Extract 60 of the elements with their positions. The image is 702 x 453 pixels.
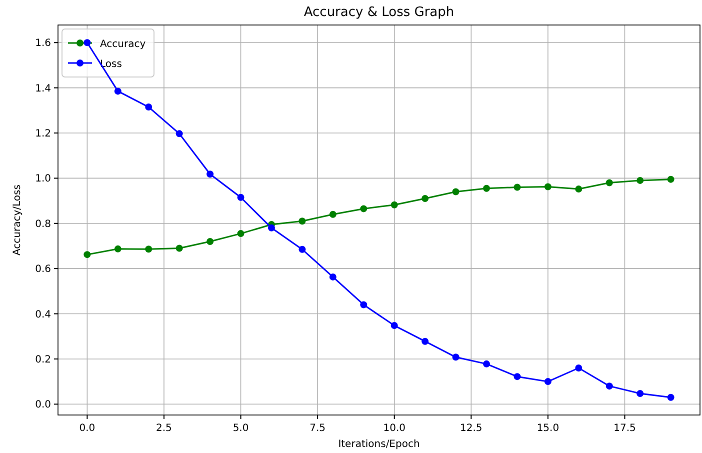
- point: [390, 322, 398, 330]
- chart-title: Accuracy & Loss Graph: [304, 5, 454, 20]
- y-tick-label: 0.0: [35, 400, 51, 411]
- x-tick-label: 2.5: [156, 423, 172, 434]
- x-tick-label: 17.5: [614, 423, 636, 434]
- y-axis-title: Accuracy/Loss: [12, 184, 23, 256]
- x-tick-label: 0.0: [79, 423, 96, 434]
- point: [298, 218, 306, 225]
- x-tick-label: 7.5: [310, 423, 326, 434]
- point: [360, 205, 368, 212]
- point: [206, 170, 214, 178]
- y-tick-label: 0.2: [35, 354, 51, 366]
- point: [390, 201, 398, 208]
- point: [667, 176, 674, 183]
- point: [514, 184, 521, 191]
- point: [422, 195, 429, 202]
- point: [483, 184, 490, 192]
- point: [298, 246, 306, 253]
- point: [606, 382, 613, 390]
- point: [636, 176, 644, 184]
- x-axis-title: Iterations/Epoch: [338, 439, 420, 450]
- y-tick-label: 0.6: [35, 264, 51, 276]
- point: [544, 183, 552, 190]
- point: [268, 224, 275, 232]
- point: [575, 364, 582, 372]
- point: [360, 301, 368, 308]
- point: [483, 360, 490, 368]
- y-tick-label: 1.2: [35, 128, 51, 140]
- y-tick-label: 1.6: [35, 38, 51, 50]
- x-tick-label: 5.0: [232, 423, 249, 434]
- y-tick-label: 0.4: [35, 309, 51, 320]
- legend-label: Accuracy: [100, 39, 146, 50]
- y-tick-label: 0.8: [35, 218, 51, 230]
- point: [206, 238, 214, 245]
- point: [114, 88, 122, 95]
- point: [636, 390, 644, 398]
- point: [452, 354, 460, 361]
- y-tick-label: 1.0: [35, 174, 51, 185]
- point: [606, 179, 613, 186]
- y-tick-label: 1.4: [35, 83, 51, 94]
- point: [667, 394, 674, 401]
- x-tick-label: 10.0: [383, 423, 406, 434]
- point: [329, 210, 336, 218]
- point: [84, 251, 91, 258]
- point: [237, 230, 244, 238]
- point: [329, 273, 336, 280]
- point: [544, 378, 552, 386]
- point: [422, 338, 429, 345]
- x-tick-label: 15.0: [536, 423, 560, 434]
- point: [84, 39, 91, 46]
- point: [176, 130, 183, 138]
- x-tick-label: 12.5: [460, 423, 482, 434]
- point: [237, 194, 244, 201]
- point: [114, 245, 122, 252]
- point: [575, 186, 582, 193]
- point: [176, 244, 183, 252]
- point: [145, 104, 152, 111]
- point: [452, 188, 460, 196]
- point: [145, 246, 152, 253]
- point: [514, 373, 521, 380]
